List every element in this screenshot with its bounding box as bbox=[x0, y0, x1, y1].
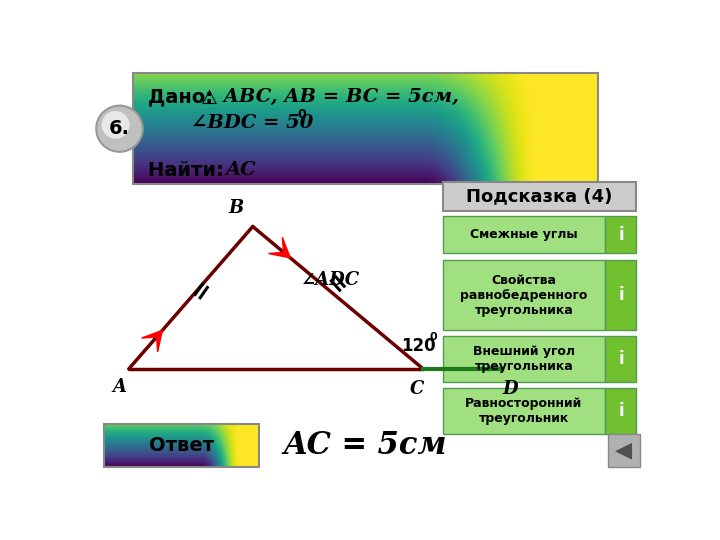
Text: △ ABC, AB = BC = 5см,: △ ABC, AB = BC = 5см, bbox=[202, 88, 459, 106]
Text: Подсказка (4): Подсказка (4) bbox=[467, 187, 613, 206]
Text: A: A bbox=[112, 378, 127, 396]
Text: =: = bbox=[318, 271, 350, 302]
Text: Смежные углы: Смежные углы bbox=[470, 228, 578, 241]
Text: D: D bbox=[503, 380, 518, 398]
Circle shape bbox=[96, 106, 143, 152]
Polygon shape bbox=[142, 330, 162, 352]
FancyBboxPatch shape bbox=[608, 434, 640, 467]
Text: Внешний угол
треугольника: Внешний угол треугольника bbox=[473, 345, 575, 373]
Circle shape bbox=[102, 111, 130, 139]
Polygon shape bbox=[269, 238, 290, 258]
Text: i: i bbox=[618, 402, 624, 420]
Text: 6.: 6. bbox=[109, 119, 130, 138]
Text: ∠ADC: ∠ADC bbox=[301, 272, 360, 289]
Text: 0: 0 bbox=[429, 332, 437, 342]
FancyBboxPatch shape bbox=[443, 217, 606, 253]
Text: =: = bbox=[186, 275, 218, 306]
Text: 120: 120 bbox=[402, 337, 436, 355]
Text: Ответ: Ответ bbox=[149, 436, 214, 455]
FancyBboxPatch shape bbox=[606, 388, 636, 434]
FancyBboxPatch shape bbox=[443, 336, 606, 382]
Text: i: i bbox=[618, 286, 624, 304]
FancyBboxPatch shape bbox=[443, 182, 636, 211]
FancyBboxPatch shape bbox=[606, 260, 636, 330]
Text: Найти:: Найти: bbox=[148, 161, 230, 180]
Text: ◀: ◀ bbox=[616, 441, 633, 461]
Text: ∠BDC = 50: ∠BDC = 50 bbox=[191, 113, 313, 132]
Text: AC: AC bbox=[225, 161, 256, 179]
FancyBboxPatch shape bbox=[443, 260, 606, 330]
Text: C: C bbox=[410, 380, 424, 398]
Text: Равносторонний
треугольник: Равносторонний треугольник bbox=[465, 397, 582, 426]
Text: Свойства
равнобедренного
треугольника: Свойства равнобедренного треугольника bbox=[460, 274, 588, 316]
Text: B: B bbox=[228, 199, 243, 217]
Text: AC = 5см: AC = 5см bbox=[284, 430, 447, 462]
Text: Дано:: Дано: bbox=[148, 87, 220, 106]
FancyBboxPatch shape bbox=[443, 388, 606, 434]
Text: i: i bbox=[618, 226, 624, 244]
FancyBboxPatch shape bbox=[606, 217, 636, 253]
Text: 0: 0 bbox=[297, 109, 307, 122]
FancyBboxPatch shape bbox=[606, 336, 636, 382]
Text: i: i bbox=[618, 350, 624, 368]
